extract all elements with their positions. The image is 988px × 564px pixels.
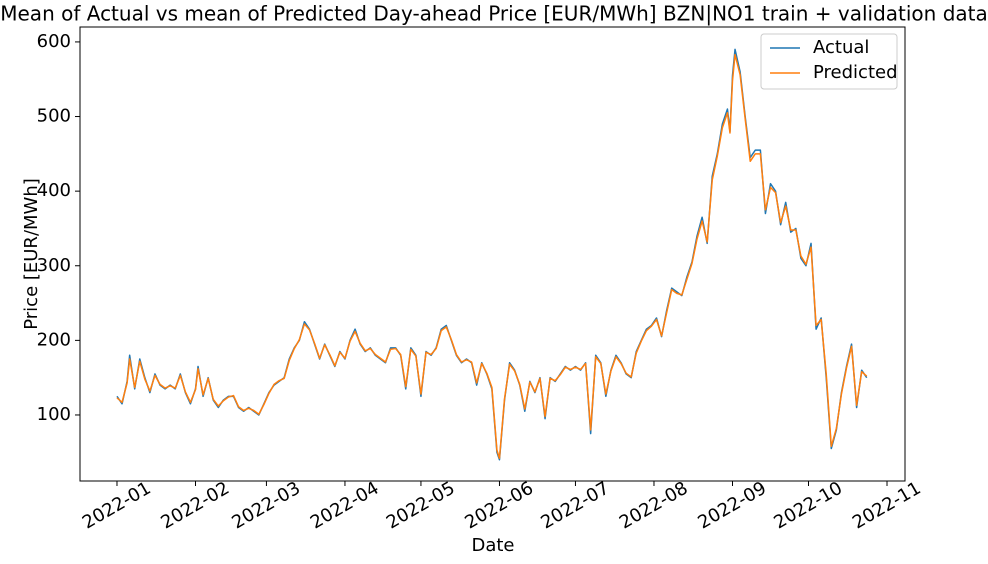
x-tick-label: 2022-04 <box>307 478 383 534</box>
legend-label: Actual <box>813 37 869 58</box>
chart-title: Mean of Actual vs mean of Predicted Day-… <box>0 2 988 26</box>
x-tick-label: 2022-01 <box>79 478 155 534</box>
x-tick-label: 2022-06 <box>461 478 537 534</box>
y-tick-label: 100 <box>37 404 71 425</box>
x-tick-label: 2022-02 <box>157 478 233 534</box>
x-tick-label: 2022-08 <box>616 478 692 534</box>
legend-label: Predicted <box>813 62 898 83</box>
plot-frame <box>79 26 906 482</box>
x-axis-label: Date <box>471 535 514 556</box>
x-tick-label: 2022-11 <box>849 478 925 534</box>
y-tick-label: 200 <box>37 329 71 350</box>
x-tick-label: 2022-07 <box>537 478 613 534</box>
series-line <box>116 48 868 461</box>
x-tick-label: 2022-09 <box>694 478 770 534</box>
y-axis-label: Price [EUR/MWh] <box>21 178 42 330</box>
y-tick-label: 300 <box>37 255 71 276</box>
y-tick-label: 400 <box>37 180 71 201</box>
series-line <box>116 53 868 459</box>
x-tick-label: 2022-05 <box>383 478 459 534</box>
y-tick-label: 500 <box>37 106 71 127</box>
x-tick-label: 2022-03 <box>228 478 304 534</box>
y-tick-label: 600 <box>37 31 71 52</box>
x-tick-label: 2022-10 <box>770 478 846 534</box>
